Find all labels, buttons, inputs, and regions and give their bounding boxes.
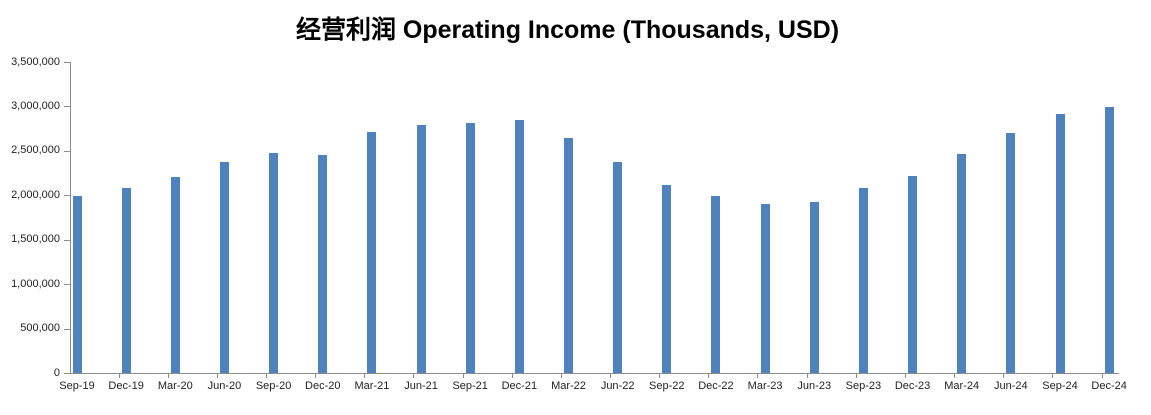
x-axis-label: Mar-22 <box>551 380 586 392</box>
bar-dec-24 <box>1104 107 1114 373</box>
y-axis-tick <box>64 195 70 196</box>
bar-jun-22 <box>613 161 623 373</box>
chart-title-chinese: 经营利润 <box>295 15 396 44</box>
plot-area <box>70 62 1119 374</box>
bar-jun-21 <box>416 125 426 373</box>
x-axis-label: Dec-19 <box>108 380 144 392</box>
x-axis-tick <box>364 374 365 378</box>
x-axis-tick <box>168 374 169 378</box>
x-axis-label: Dec-21 <box>501 380 538 392</box>
bar-dec-20 <box>318 155 328 373</box>
chart-title: 经营利润 Operating Income (Thousands, USD) <box>0 10 1135 46</box>
bar-dec-21 <box>514 119 524 373</box>
y-axis-label: 2,500,000 <box>11 144 60 156</box>
y-axis-tick <box>64 373 70 374</box>
x-axis-label: Mar-24 <box>944 380 980 392</box>
bar-jun-20 <box>219 162 229 373</box>
bar-sep-22 <box>662 184 672 373</box>
bar-dec-23 <box>908 175 918 373</box>
x-axis-tick <box>413 374 414 378</box>
x-axis-tick <box>905 374 906 378</box>
chart-title-english: Operating Income (Thousands, USD) <box>395 16 840 44</box>
x-axis-label: Jun-23 <box>797 380 832 392</box>
x-axis-label: Jun-22 <box>600 380 635 392</box>
x-axis-tick <box>512 374 513 378</box>
y-axis-tick <box>64 151 70 152</box>
bar-dec-22 <box>711 196 721 373</box>
x-axis-label: Mar-21 <box>354 380 390 392</box>
x-axis-tick <box>708 374 709 378</box>
x-axis-tick <box>119 374 120 378</box>
y-axis-label: 1,500,000 <box>11 233 60 245</box>
x-axis-label: Sep-20 <box>255 380 292 392</box>
x-axis-label: Dec-24 <box>1091 380 1127 392</box>
x-axis-tick <box>1102 374 1103 378</box>
bar-sep-19 <box>72 196 82 373</box>
bar-mar-21 <box>367 132 377 373</box>
x-axis-tick <box>1003 374 1004 378</box>
bar-mar-23 <box>760 204 770 373</box>
x-axis-label: Mar-20 <box>157 380 193 392</box>
bar-jun-24 <box>1006 133 1016 373</box>
y-axis-label: 3,000,000 <box>11 100 60 112</box>
x-axis-tick <box>217 374 218 378</box>
x-axis-tick <box>757 374 758 378</box>
x-axis-label: Sep-19 <box>59 380 95 392</box>
x-axis-tick <box>610 374 611 378</box>
x-axis-tick <box>659 374 660 378</box>
x-axis-label: Sep-23 <box>845 380 882 392</box>
x-axis-tick <box>807 374 808 378</box>
x-axis-label: Dec-20 <box>305 380 341 392</box>
x-axis-tick <box>856 374 857 378</box>
x-axis-label: Jun-20 <box>207 380 242 392</box>
x-axis-tick <box>463 374 464 378</box>
y-axis-label: 3,500,000 <box>11 56 60 68</box>
bar-mar-22 <box>564 137 573 373</box>
x-axis-label: Mar-23 <box>747 380 783 392</box>
y-axis-tick <box>64 284 70 285</box>
x-axis-label: Sep-22 <box>649 380 685 392</box>
y-axis-label: 0 <box>53 367 60 379</box>
y-axis-label: 2,000,000 <box>11 189 60 201</box>
bar-mar-20 <box>170 176 180 373</box>
x-axis-tick <box>315 374 316 378</box>
x-axis-label: Jun-24 <box>994 380 1028 392</box>
x-axis-tick <box>1052 374 1053 378</box>
x-axis-tick <box>561 374 562 378</box>
x-axis-label: Sep-24 <box>1042 380 1078 392</box>
y-axis-tick <box>64 329 70 330</box>
y-axis-tick <box>64 240 70 241</box>
x-axis-label: Dec-22 <box>698 380 734 392</box>
y-axis-tick <box>64 106 70 107</box>
x-axis-label: Dec-23 <box>894 380 931 392</box>
bar-sep-23 <box>858 188 868 373</box>
bar-sep-20 <box>269 152 279 373</box>
x-axis-label: Sep-21 <box>452 380 488 392</box>
y-axis-label: 1,000,000 <box>11 278 60 290</box>
bar-sep-21 <box>465 123 475 373</box>
bar-mar-24 <box>957 153 967 373</box>
x-axis-label: Jun-21 <box>404 380 438 392</box>
y-axis-label: 500,000 <box>20 322 60 334</box>
bar-sep-24 <box>1055 114 1065 373</box>
x-axis-tick <box>266 374 267 378</box>
bar-dec-19 <box>121 188 131 373</box>
y-axis-tick <box>64 62 70 63</box>
bar-jun-23 <box>809 201 819 373</box>
x-axis-tick <box>954 374 955 378</box>
